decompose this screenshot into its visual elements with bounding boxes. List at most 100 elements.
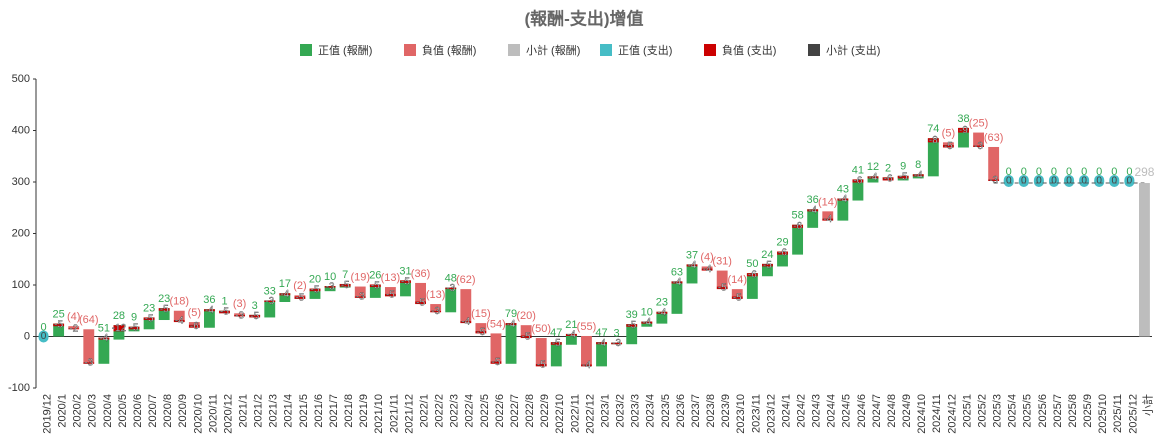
expense-label: -2 — [69, 323, 78, 334]
return-bar — [641, 321, 653, 327]
x-tick-label: 2023/12 — [765, 394, 777, 434]
expense-bar — [656, 311, 668, 314]
return-label: (13) — [381, 272, 401, 284]
x-tick-label: 2023/6 — [675, 394, 687, 428]
return-label: 23 — [143, 302, 155, 314]
return-label: (64) — [79, 314, 99, 326]
expense-bar — [581, 364, 592, 367]
expense-bar — [565, 333, 577, 336]
legend-swatch — [704, 44, 716, 56]
expense-label: 0 — [1081, 176, 1087, 187]
expense-bar — [173, 320, 185, 323]
x-tick-label: 2025/7 — [1052, 394, 1064, 428]
return-bar — [505, 323, 517, 364]
x-tick-label: 2020/5 — [117, 394, 129, 428]
expense-label: -5 — [416, 297, 425, 308]
expense-label: -5 — [733, 292, 742, 303]
return-label: (31) — [712, 255, 732, 267]
expense-bar — [475, 330, 487, 334]
expense-badge — [38, 330, 49, 343]
return-label: 0 — [1081, 166, 1087, 178]
expense-label: -5 — [899, 172, 908, 183]
expense-label: -5 — [763, 260, 772, 271]
return-label: (2) — [293, 280, 306, 292]
expense-label: -3 — [265, 296, 274, 307]
expense-label: -4 — [914, 170, 923, 181]
return-label: 0 — [1126, 166, 1132, 178]
legend-label: 負值 (支出) — [722, 43, 776, 57]
expense-label: -5 — [401, 276, 410, 287]
expense-label: -6 — [190, 321, 199, 332]
expense-label: -5 — [552, 338, 561, 349]
expense-bar — [731, 296, 743, 299]
expense-bar — [113, 325, 125, 332]
x-tick-label: 2024/7 — [871, 394, 883, 428]
return-bar — [656, 311, 668, 324]
return-bar — [520, 325, 532, 336]
expense-label: -6 — [793, 221, 802, 232]
expense-bar — [611, 342, 623, 345]
return-bar — [234, 313, 246, 315]
legend-label: 正值 (報酬) — [318, 44, 372, 57]
return-bar — [988, 146, 1000, 180]
expense-label: -4 — [582, 360, 591, 371]
x-tick-label: 2022/9 — [539, 394, 551, 428]
return-label: 79 — [505, 308, 517, 320]
expense-bar — [912, 174, 924, 177]
x-tick-label: 2022/12 — [584, 394, 596, 434]
x-tick-label: 2021/5 — [298, 394, 310, 428]
expense-bar — [837, 198, 849, 201]
x-tick-label: 2024/10 — [916, 394, 928, 434]
expense-label: -4 — [838, 194, 847, 205]
return-bar — [143, 317, 155, 330]
x-tick-label: 2022/1 — [418, 394, 430, 428]
expense-label: -4 — [205, 305, 214, 316]
expense-label: -5 — [371, 280, 380, 291]
return-label: 43 — [837, 183, 849, 195]
x-tick-label: 2023/5 — [660, 394, 672, 428]
return-bar — [204, 309, 215, 328]
return-bar — [792, 224, 804, 255]
expense-bar — [973, 145, 984, 147]
legend-swatch — [808, 44, 820, 56]
expense-bar — [249, 314, 261, 318]
return-label: (20) — [516, 310, 536, 322]
expense-label: -8 — [929, 135, 938, 146]
expense-label: -12 — [112, 323, 127, 334]
return-label: 33 — [264, 285, 276, 297]
return-bar — [173, 310, 185, 321]
return-label: 2 — [885, 162, 891, 174]
return-bar — [852, 179, 864, 201]
return-bar — [686, 264, 698, 284]
expense-badge — [1064, 174, 1075, 187]
return-label: 23 — [158, 293, 170, 305]
x-tick-label: 2025/10 — [1097, 394, 1109, 434]
expense-label: -4 — [507, 319, 516, 330]
return-bar — [942, 142, 954, 145]
expense-label: -5 — [718, 282, 727, 293]
expense-bar — [626, 324, 638, 327]
return-bar — [867, 176, 879, 183]
return-bar — [731, 289, 743, 297]
expense-label: -5 — [537, 360, 546, 371]
return-label: 0 — [1066, 166, 1072, 178]
expense-bar — [369, 284, 381, 288]
x-tick-label: 2022/10 — [554, 394, 566, 434]
expense-bar — [792, 224, 804, 228]
expense-bar — [53, 323, 65, 327]
expense-bar — [535, 363, 547, 367]
return-bar — [807, 209, 819, 228]
return-label: 10 — [324, 271, 336, 283]
expense-label: -3 — [84, 358, 93, 369]
return-bar — [958, 127, 969, 148]
x-tick-label: 2020/12 — [222, 394, 234, 434]
expense-bar — [309, 288, 321, 292]
expense-badge — [1048, 174, 1059, 187]
expense-label: -4 — [869, 172, 878, 183]
x-tick-label: 2021/9 — [358, 394, 370, 428]
expense-label: -4 — [175, 316, 184, 327]
expense-bar — [354, 296, 366, 298]
x-tick-label: 2022/11 — [569, 394, 581, 433]
return-bar — [188, 322, 200, 325]
expense-bar — [158, 308, 170, 311]
